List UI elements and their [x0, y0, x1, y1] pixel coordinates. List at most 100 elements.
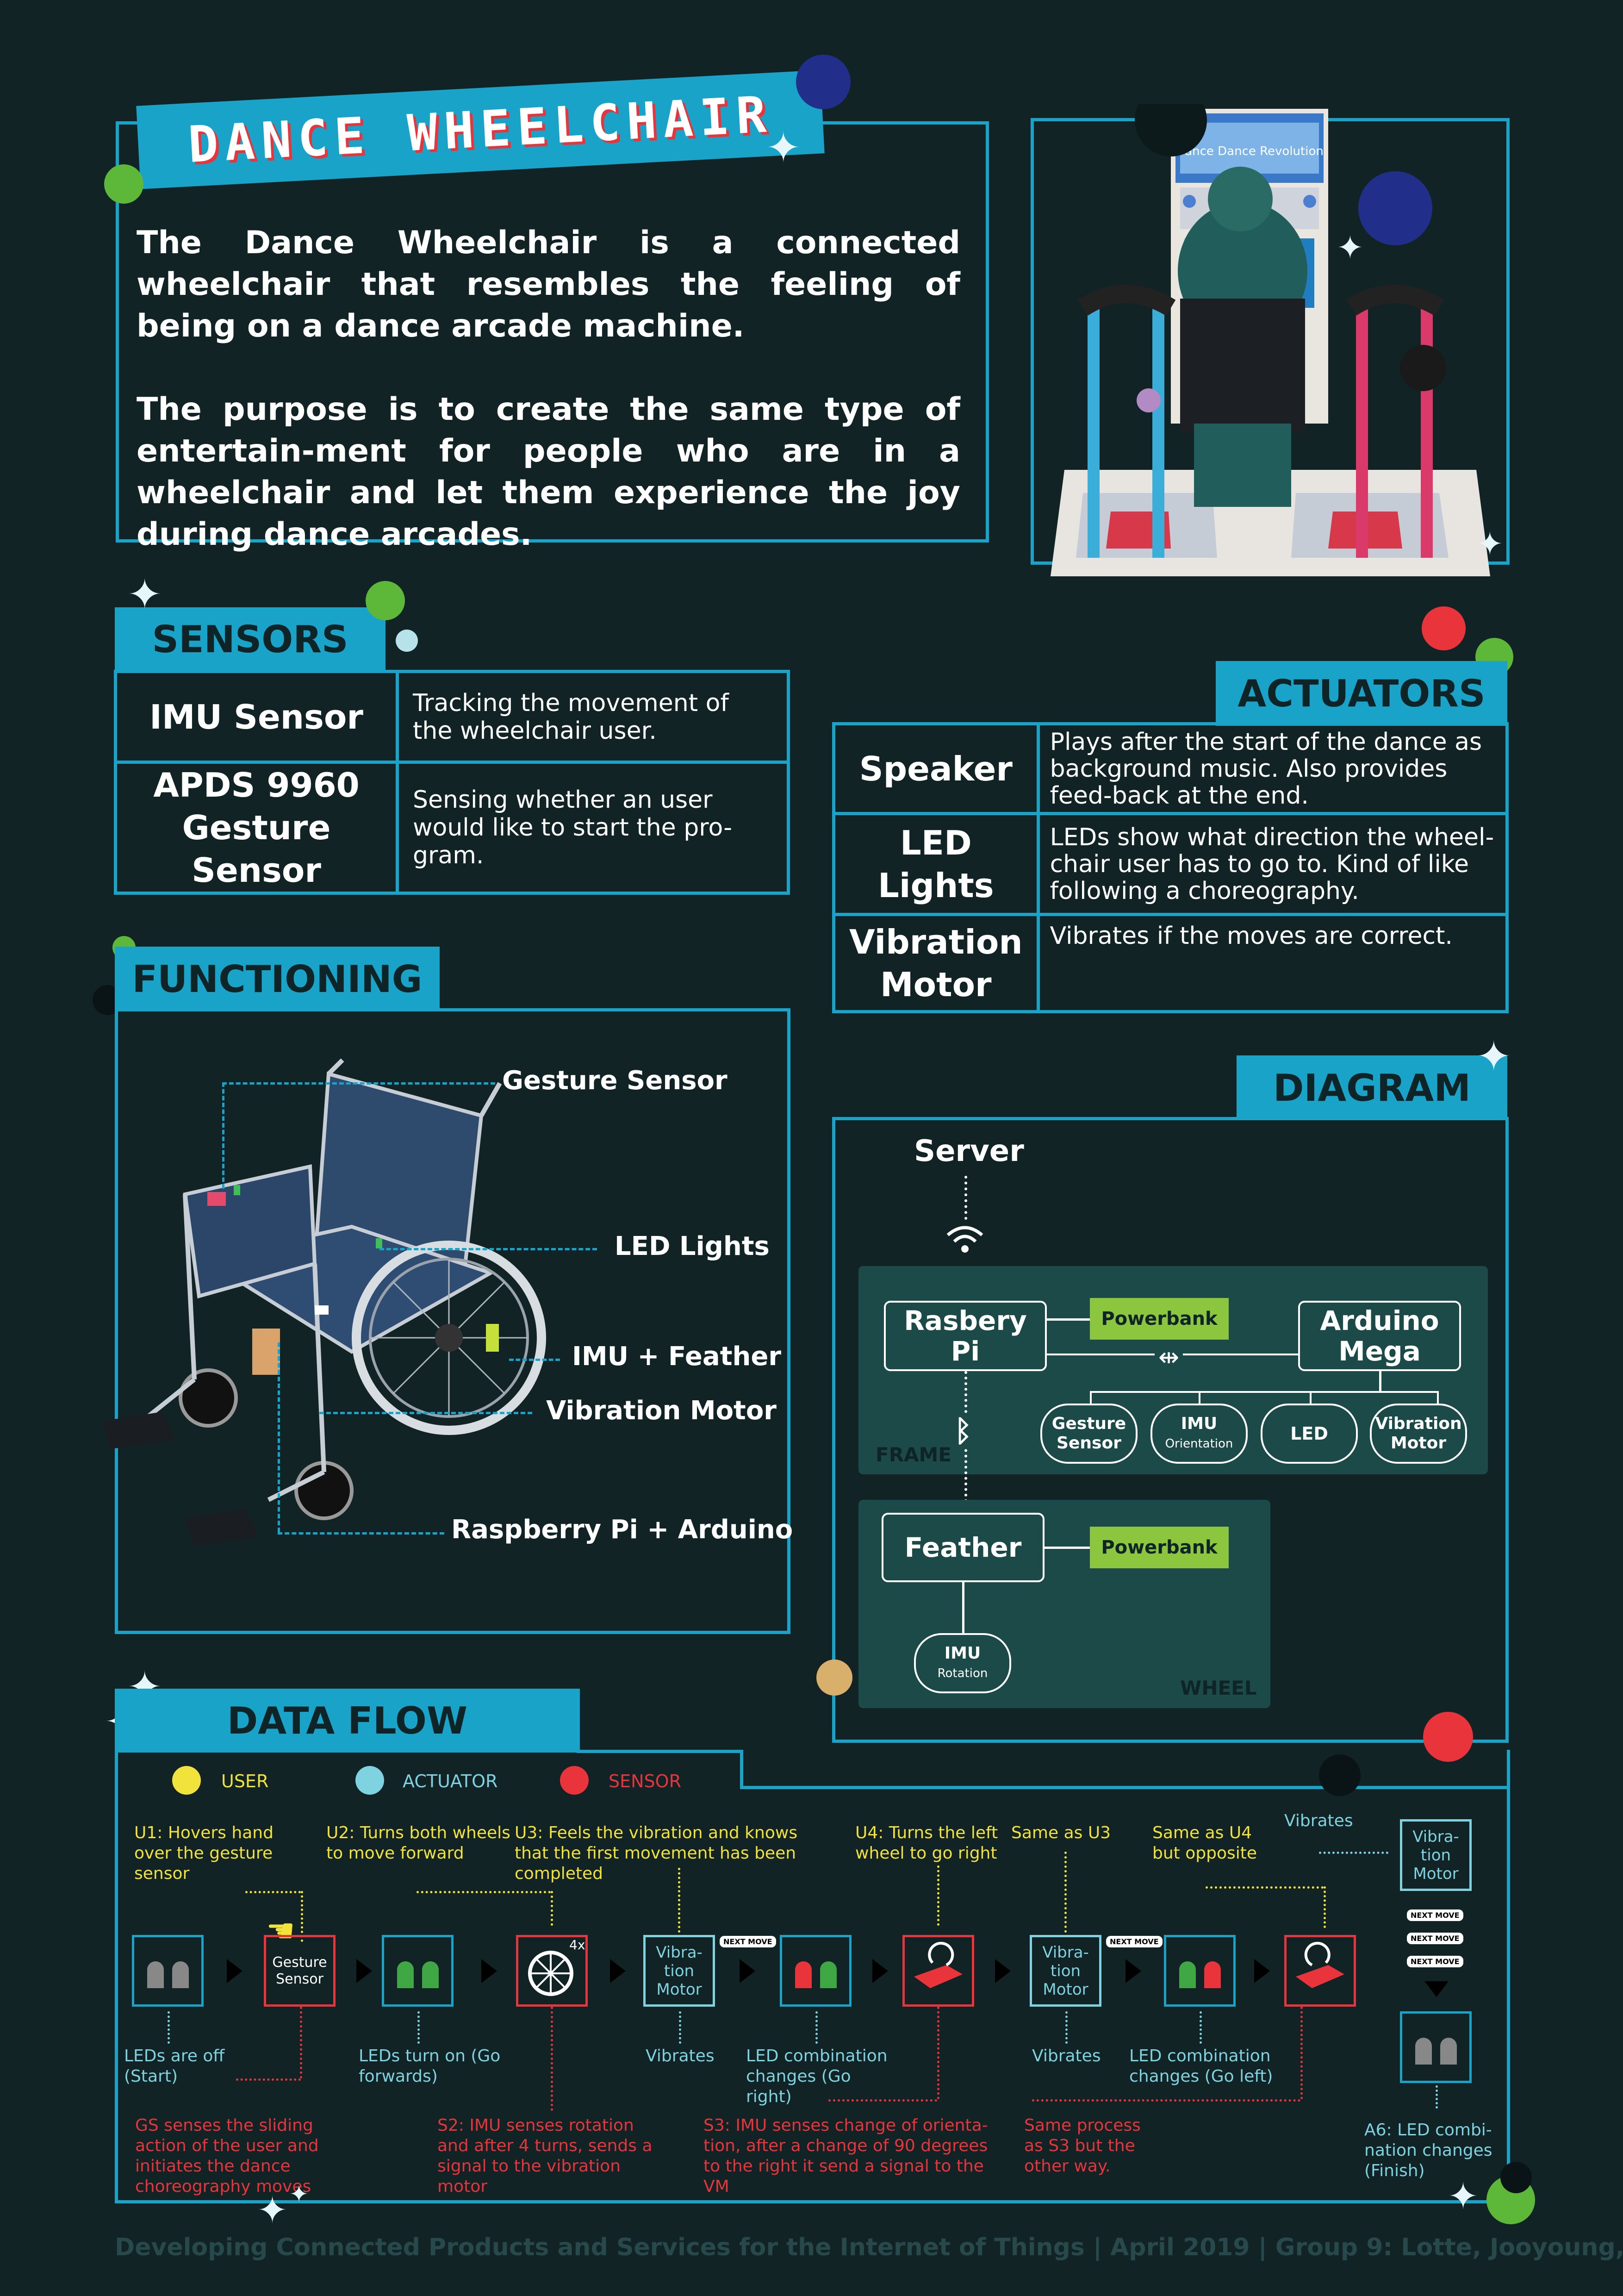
actuators-table: Speaker Plays after the start of the dan…	[832, 722, 1509, 1013]
callout-line	[319, 1412, 532, 1414]
actuator-leds-off: LEDs are off (Start)	[124, 2046, 225, 2086]
sensors-table: IMU Sensor Tracking the movement of the …	[114, 670, 790, 895]
flow-arrow	[995, 1959, 1011, 1983]
sparkle-icon: ✦	[1476, 1032, 1511, 1081]
led-node: LED	[1261, 1404, 1358, 1464]
led-off-box	[132, 1935, 204, 2007]
flow-arrow	[610, 1959, 626, 1983]
dataflow-frame	[115, 1750, 1510, 2203]
flow-connector	[1032, 2099, 1300, 2102]
dataflow-tab: DATA FLOW	[115, 1689, 580, 1753]
callout-line	[379, 1248, 597, 1250]
sensors-title: SENSORS	[152, 618, 348, 661]
functioning-tab: FUNCTIONING	[115, 947, 440, 1011]
flow-connector	[678, 1868, 680, 1933]
vibration-motor-box: Vibra-tion Motor	[643, 1935, 715, 2007]
actuator-led-right: LED combination changes (Go right)	[746, 2046, 888, 2106]
bluetooth-icon: ᛒ	[954, 1414, 972, 1448]
flow-connector	[551, 1891, 553, 1926]
powerbank-frame: Powerbank	[1090, 1298, 1229, 1340]
led-right-box	[780, 1935, 852, 2007]
wheelchair-illustration	[93, 1055, 555, 1546]
arduino-mega-box: Arduino Mega	[1298, 1301, 1461, 1371]
flow-connector	[937, 1866, 939, 1926]
connector	[1437, 1391, 1439, 1405]
actuator-vibrates-top: Vibrates	[1284, 1811, 1353, 1830]
next-move-badge: NEXT MOVE	[1407, 1956, 1463, 1967]
legend-sensor-dot	[560, 1766, 589, 1795]
raspberry-pi-box: Rasbery Pi	[884, 1301, 1047, 1371]
gesture-sensor-box: Gesture Sensor	[264, 1935, 336, 2007]
sensor-s2: S2: IMU senses rotation and after 4 turn…	[437, 2116, 653, 2196]
sensor-gs: GS senses the sliding action of the user…	[135, 2116, 319, 2196]
callout-imu-feather: IMU + Feather	[572, 1341, 781, 1372]
decor-dot	[396, 630, 418, 652]
flow-connector	[1300, 2007, 1303, 2099]
callout-line	[509, 1359, 560, 1361]
sparkle-icon: ✦	[1476, 525, 1504, 563]
flow-arrow	[356, 1959, 372, 1983]
flow-arrow	[1126, 1959, 1141, 1983]
sensor-desc: Sensing whether an user would like to st…	[396, 761, 790, 895]
decor-dot	[104, 164, 143, 204]
actuator-desc: LEDs show what direction the wheel-chair…	[1036, 812, 1509, 916]
vibration-motor-box-top: Vibra-tion Motor	[1400, 1819, 1472, 1891]
flow-connector	[815, 2011, 818, 2044]
led-finish-box	[1400, 2011, 1472, 2083]
machine-screen-text: Dance Dance Revolution	[1175, 144, 1324, 158]
callout-line	[278, 1342, 280, 1532]
legend-user: USER	[221, 1771, 269, 1791]
footer-text: Developing Connected Products and Servic…	[115, 2234, 1623, 2261]
sparkle-icon: ✦	[766, 124, 801, 172]
wifi-icon	[944, 1222, 986, 1254]
legend-actuator: ACTUATOR	[403, 1771, 498, 1791]
vertical-link	[964, 1176, 967, 1220]
legend-user-dot	[172, 1766, 201, 1795]
vibration-motor-box-2: Vibra-tion Motor	[1030, 1935, 1101, 2007]
user-step-u1: U1: Hovers hand over the gesture sensor	[134, 1823, 274, 1883]
decor-dot	[1500, 2162, 1532, 2193]
decor-dot	[816, 1660, 852, 1696]
sensors-tab: SENSORS	[115, 607, 386, 671]
sensor-name: APDS 9960 Gesture Sensor	[114, 761, 399, 895]
flow-connector	[828, 2099, 937, 2102]
next-move-badge: NEXT MOVE	[720, 1936, 776, 1947]
flow-connector	[1065, 2011, 1068, 2044]
server-label: Server	[914, 1134, 1024, 1168]
connector	[962, 1582, 964, 1633]
next-move-badge: NEXT MOVE	[1106, 1936, 1163, 1947]
down-arrow	[1424, 1981, 1449, 1997]
flow-connector	[168, 2011, 170, 2044]
actuator-name: Speaker	[832, 722, 1040, 815]
flow-connector	[1064, 1852, 1067, 1933]
dataflow-frame-top	[740, 1786, 1510, 1789]
connector	[1090, 1391, 1092, 1405]
arcade-photo: Dance Dance Revolution	[1032, 84, 1509, 581]
table-row: Vibration Motor Vibrates if the moves ar…	[832, 913, 1509, 1013]
flow-connector	[1319, 1852, 1388, 1854]
decor-dot	[366, 581, 405, 620]
callout-line	[222, 1082, 224, 1189]
led-left-box	[1164, 1935, 1236, 2007]
wheel-rotation-box	[516, 1935, 588, 2007]
orientation-left-box	[1284, 1935, 1356, 2007]
frame-label: FRAME	[876, 1443, 952, 1466]
connector	[1310, 1391, 1312, 1405]
diagram-tab: DIAGRAM	[1237, 1055, 1507, 1120]
functioning-title: FUNCTIONING	[132, 957, 423, 1001]
decor-dot	[1423, 1712, 1473, 1762]
callout-led-lights: LED Lights	[615, 1231, 770, 1261]
vibration-motor-node: Vibration Motor	[1370, 1404, 1467, 1464]
flow-connector	[236, 2078, 301, 2081]
user-step-same-u4: Same as U4 but opposite	[1152, 1823, 1257, 1863]
user-step-u2: U2: Turns both wheels to move forward	[326, 1823, 510, 1863]
sensor-name: IMU Sensor	[114, 670, 399, 764]
callout-line	[222, 1082, 495, 1085]
sensor-desc: Tracking the movement of the wheelchair …	[396, 670, 790, 764]
sparkle-icon: ✦	[127, 570, 162, 619]
flow-connector	[1206, 1886, 1324, 1889]
wheel-label: WHEEL	[1180, 1677, 1257, 1699]
callout-vibration-motor: Vibration Motor	[546, 1396, 777, 1426]
connector	[1045, 1547, 1090, 1549]
imu-rotation-node: IMU Rotation	[914, 1633, 1011, 1693]
